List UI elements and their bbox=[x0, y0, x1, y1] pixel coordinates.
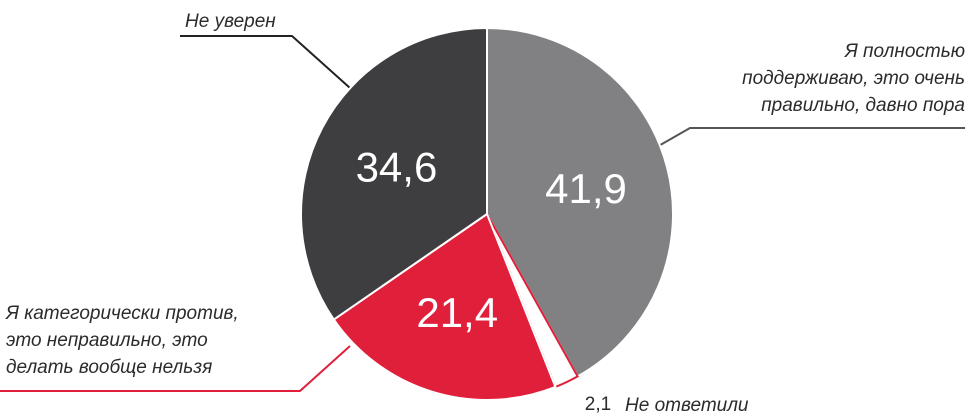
category-label: Я полностью поддерживаю, это очень прави… bbox=[742, 41, 965, 116]
pie-slice bbox=[300, 26, 488, 321]
leader-line bbox=[654, 127, 965, 149]
category-label: Я категорически против, это неправильно,… bbox=[6, 303, 239, 378]
leader-line bbox=[180, 35, 351, 89]
value-label: 21,4 bbox=[416, 289, 498, 336]
category-label: Не уверен bbox=[185, 11, 276, 32]
pie-slice bbox=[332, 212, 557, 401]
value-label: 41,9 bbox=[545, 165, 627, 212]
value-label: 2,1 bbox=[585, 394, 611, 415]
leader-line bbox=[0, 345, 351, 392]
pie-slice bbox=[486, 26, 674, 378]
category-label: Не ответили bbox=[625, 395, 749, 416]
value-label: 34,6 bbox=[356, 143, 438, 190]
